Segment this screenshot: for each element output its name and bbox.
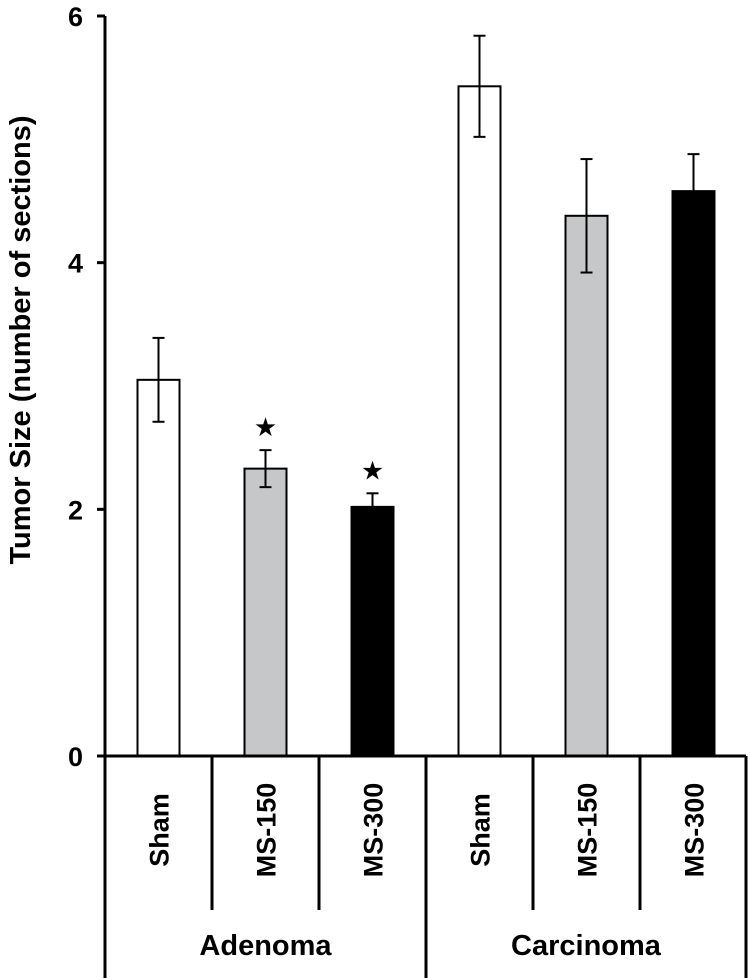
bar-adenoma-sham — [136, 378, 181, 757]
y-tick-label: 6 — [68, 2, 83, 32]
category-label: Sham — [466, 793, 496, 867]
group-label-adenoma: Adenoma — [199, 930, 332, 962]
category-label: Sham — [145, 793, 175, 867]
error-bar — [259, 449, 272, 489]
bar-adenoma-ms-150 — [243, 467, 288, 757]
bar-carcinoma-ms-150 — [564, 214, 609, 758]
y-axis-title: Tumor Size (number of sections) — [5, 115, 37, 564]
group-label-carcinoma: Carcinoma — [511, 930, 662, 962]
y-tick-label: 4 — [68, 249, 83, 279]
significance-star-icon: ★ — [361, 456, 384, 486]
bars: ★★ — [136, 34, 716, 758]
category-label: MS-300 — [680, 783, 710, 878]
bar-adenoma-ms-300 — [350, 505, 395, 757]
x-axis: Sham MS-150 MS-300 Adenoma Sham MS-150 MS-300 C… — [97, 754, 748, 978]
category-label: MS-300 — [359, 783, 389, 878]
category-label: MS-150 — [573, 783, 603, 878]
error-bar — [580, 158, 593, 274]
error-bar — [366, 492, 379, 522]
significance-star-icon: ★ — [254, 413, 277, 443]
y-tick-label: 2 — [68, 495, 83, 525]
y-axis: 0 2 4 6 — [68, 2, 107, 978]
error-bar — [687, 153, 700, 230]
bar-carcinoma-ms-300 — [671, 190, 716, 757]
error-bar — [473, 34, 486, 138]
bar-carcinoma-sham — [457, 85, 502, 758]
category-label: MS-150 — [252, 783, 282, 878]
error-bar — [152, 336, 165, 423]
y-tick-label: 0 — [68, 742, 83, 772]
